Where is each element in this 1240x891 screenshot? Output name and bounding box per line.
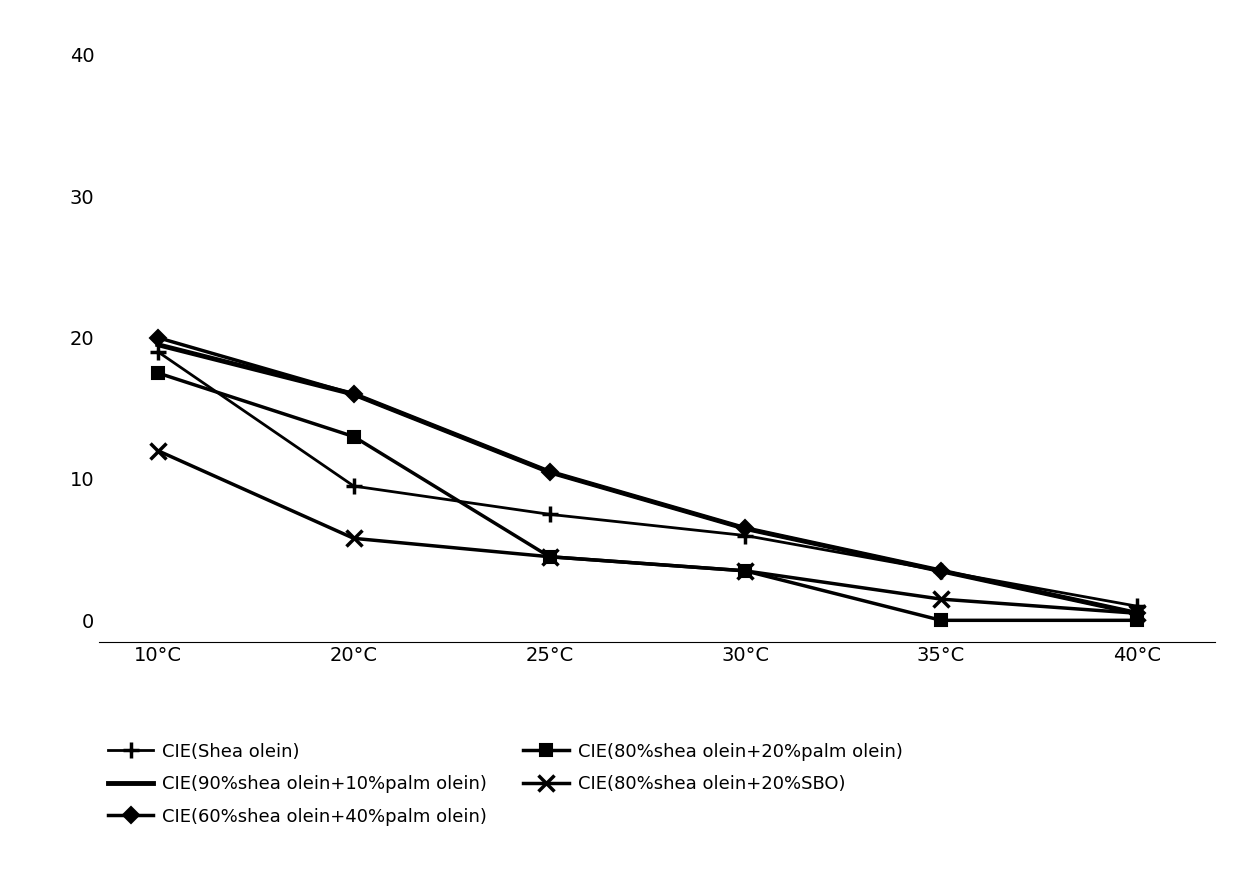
- Legend: CIE(Shea olein), CIE(90%shea olein+10%palm olein), CIE(60%shea olein+40%palm ole: CIE(Shea olein), CIE(90%shea olein+10%pa…: [108, 743, 903, 826]
